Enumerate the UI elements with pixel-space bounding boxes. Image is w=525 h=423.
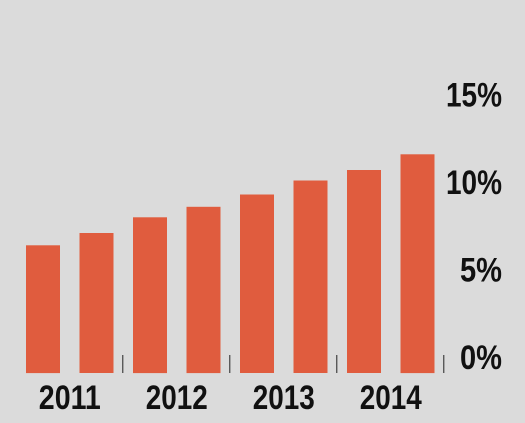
y-tick-label: 0% (460, 339, 502, 377)
x-tick-label: 2011 (39, 379, 101, 417)
group-separators (122, 355, 445, 373)
bar-2013-h2 (293, 180, 328, 373)
x-tick-label: 2013 (253, 379, 315, 417)
bar-2011-h2 (79, 233, 114, 373)
bar-2014-h1 (347, 170, 381, 373)
y-tick-label: 15% (446, 77, 502, 115)
bar-2012-h2 (186, 206, 221, 374)
bar-2011-h1 (26, 245, 60, 374)
bar-2012-h1 (133, 217, 167, 374)
y-tick-label: 10% (446, 164, 502, 202)
x-axis-labels: 2011 2012 2013 2014 (39, 379, 422, 417)
y-axis-labels: 0% 5% 10% 15% (446, 77, 502, 378)
x-tick-label: 2014 (360, 379, 422, 417)
y-tick-label: 5% (460, 252, 502, 290)
bars-group (26, 154, 435, 374)
bar-2014-h2 (400, 154, 435, 374)
x-tick-label: 2012 (146, 379, 208, 417)
bar-2013-h1 (240, 194, 274, 373)
